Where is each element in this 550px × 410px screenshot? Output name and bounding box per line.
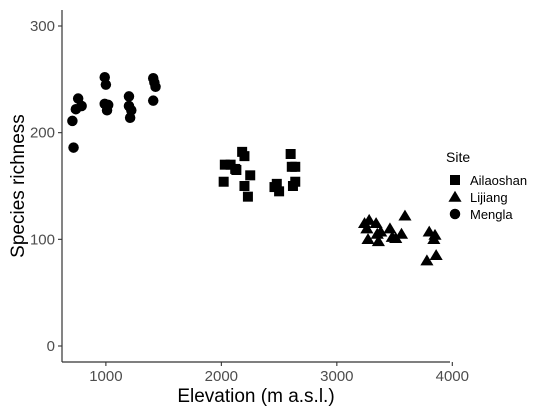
plot-area xyxy=(67,71,443,266)
x-tick-label: 3000 xyxy=(320,368,353,385)
data-point-circle xyxy=(150,81,161,93)
data-point-circle xyxy=(67,115,78,127)
data-point-triangle xyxy=(429,249,443,261)
data-point-triangle xyxy=(383,222,397,234)
data-point-square xyxy=(219,159,230,170)
data-point-square xyxy=(218,176,229,187)
data-point-circle xyxy=(123,91,135,102)
x-tick-label: 4000 xyxy=(436,368,469,385)
legend-key-circle xyxy=(449,208,461,220)
y-tick-label: 100 xyxy=(30,231,55,248)
y-tick-label: 0 xyxy=(47,338,55,355)
legend: Site Ailaoshan Lijiang Mengla xyxy=(446,149,527,222)
data-point-triangle xyxy=(361,233,375,245)
data-point-circle xyxy=(68,142,79,153)
data-point-circle xyxy=(147,95,159,106)
data-point-square xyxy=(274,186,285,197)
series-mengla xyxy=(67,71,161,153)
data-point-square xyxy=(285,149,296,159)
x-tick-label: 1000 xyxy=(89,368,122,385)
ticks: 0 100 200 300 1000 2000 3000 4000 xyxy=(30,18,469,385)
legend-item-lijiang: Lijiang xyxy=(448,190,508,205)
legend-label: Ailaoshan xyxy=(470,173,527,188)
legend-item-ailaoshan: Ailaoshan xyxy=(450,173,527,188)
data-point-triangle xyxy=(374,225,388,237)
y-axis-title: Species richness xyxy=(8,114,29,258)
legend-key-square xyxy=(450,175,460,185)
data-point-square xyxy=(290,176,301,187)
y-tick-label: 300 xyxy=(30,18,55,35)
data-point-triangle xyxy=(369,217,383,229)
series-lijiang xyxy=(357,209,443,266)
data-point-triangle xyxy=(428,228,442,240)
data-point-triangle xyxy=(371,235,385,247)
x-tick-label: 2000 xyxy=(205,368,238,385)
data-point-triangle xyxy=(398,209,412,221)
legend-item-mengla: Mengla xyxy=(449,207,513,222)
data-point-triangle xyxy=(360,222,374,234)
series-ailaoshan xyxy=(218,146,301,202)
y-tick-label: 200 xyxy=(30,125,55,142)
legend-label: Lijiang xyxy=(470,190,508,205)
data-point-circle xyxy=(126,105,137,116)
data-point-square xyxy=(239,181,250,191)
axes xyxy=(61,10,450,363)
data-point-square xyxy=(239,151,250,162)
legend-title: Site xyxy=(446,149,470,165)
data-point-triangle xyxy=(420,254,434,266)
data-point-square xyxy=(231,165,242,175)
legend-label: Mengla xyxy=(470,207,513,222)
data-point-square xyxy=(242,191,253,202)
data-point-square xyxy=(271,178,282,189)
data-point-circle xyxy=(100,79,112,90)
data-point-square xyxy=(245,170,256,181)
x-axis-title: Elevation (m a.s.l.) xyxy=(177,386,334,407)
data-point-circle xyxy=(76,100,87,112)
data-point-circle xyxy=(102,99,114,111)
data-point-triangle xyxy=(394,227,409,239)
data-point-square xyxy=(290,161,301,172)
data-point-triangle xyxy=(362,213,376,225)
legend-key-triangle xyxy=(448,190,462,202)
